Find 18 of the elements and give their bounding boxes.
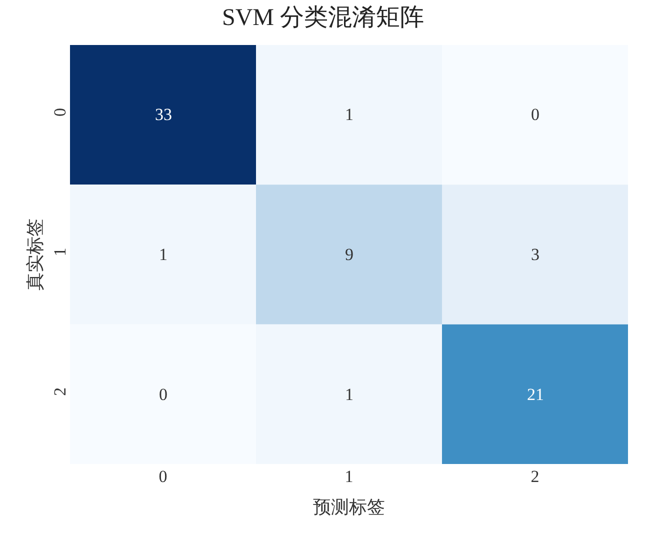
y-tick-label: 0 xyxy=(50,108,70,117)
y-tick-label: 1 xyxy=(50,248,70,256)
data-label: 9 xyxy=(345,245,354,264)
x-axis-title: 预测标签 xyxy=(313,497,385,518)
y-tick-label: 2 xyxy=(50,387,70,396)
data-label: 1 xyxy=(345,105,354,124)
data-label: 3 xyxy=(531,245,540,264)
y-axis-title: 真实标签 xyxy=(24,218,45,290)
chart-title: SVM 分类混淆矩阵 xyxy=(222,4,424,31)
x-tick-label: 1 xyxy=(344,467,354,486)
data-label: 0 xyxy=(531,105,540,124)
data-label: 21 xyxy=(527,385,544,404)
x-tick-label: 2 xyxy=(530,467,540,486)
data-label: 1 xyxy=(345,385,354,404)
x-tick-label: 0 xyxy=(158,467,168,486)
data-label: 1 xyxy=(159,245,168,264)
data-label: 0 xyxy=(159,385,168,404)
data-label: 33 xyxy=(155,105,172,124)
